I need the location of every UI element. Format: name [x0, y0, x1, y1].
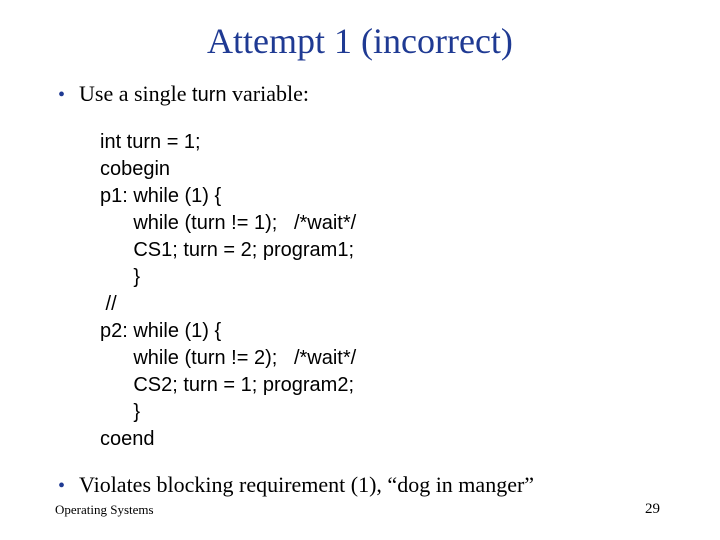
bullet-item-2: • Violates blocking requirement (1), “do…	[58, 471, 670, 500]
bullet-text-1: Use a single turn variable:	[79, 80, 309, 109]
slide-container: Attempt 1 (incorrect) • Use a single tur…	[0, 0, 720, 540]
page-number: 29	[645, 501, 660, 518]
code-line: cobegin	[100, 158, 170, 180]
code-block: int turn = 1; cobegin p1: while (1) { wh…	[100, 129, 670, 453]
bullet-marker: •	[58, 474, 65, 498]
code-line: //	[100, 293, 117, 315]
code-line: int turn = 1;	[100, 131, 201, 153]
code-line: CS2; turn = 1; program2;	[100, 374, 354, 396]
bullet-1-keyword: turn	[192, 84, 226, 106]
code-line: p2: while (1) {	[100, 320, 221, 342]
code-line: }	[100, 266, 140, 288]
code-line: while (turn != 2); /*wait*/	[100, 347, 356, 369]
code-line: coend	[100, 428, 155, 450]
code-line: while (turn != 1); /*wait*/	[100, 212, 356, 234]
code-line: p1: while (1) {	[100, 185, 221, 207]
bullet-item-1: • Use a single turn variable:	[58, 80, 670, 109]
bullet-1-pre: Use a single	[79, 81, 192, 106]
slide-title: Attempt 1 (incorrect)	[50, 20, 670, 62]
footer-course: Operating Systems	[55, 502, 154, 518]
code-line: }	[100, 401, 140, 423]
code-line: CS1; turn = 2; program1;	[100, 239, 354, 261]
bullet-text-2: Violates blocking requirement (1), “dog …	[79, 471, 534, 500]
bullet-1-post: variable:	[227, 81, 309, 106]
bullet-marker: •	[58, 83, 65, 107]
